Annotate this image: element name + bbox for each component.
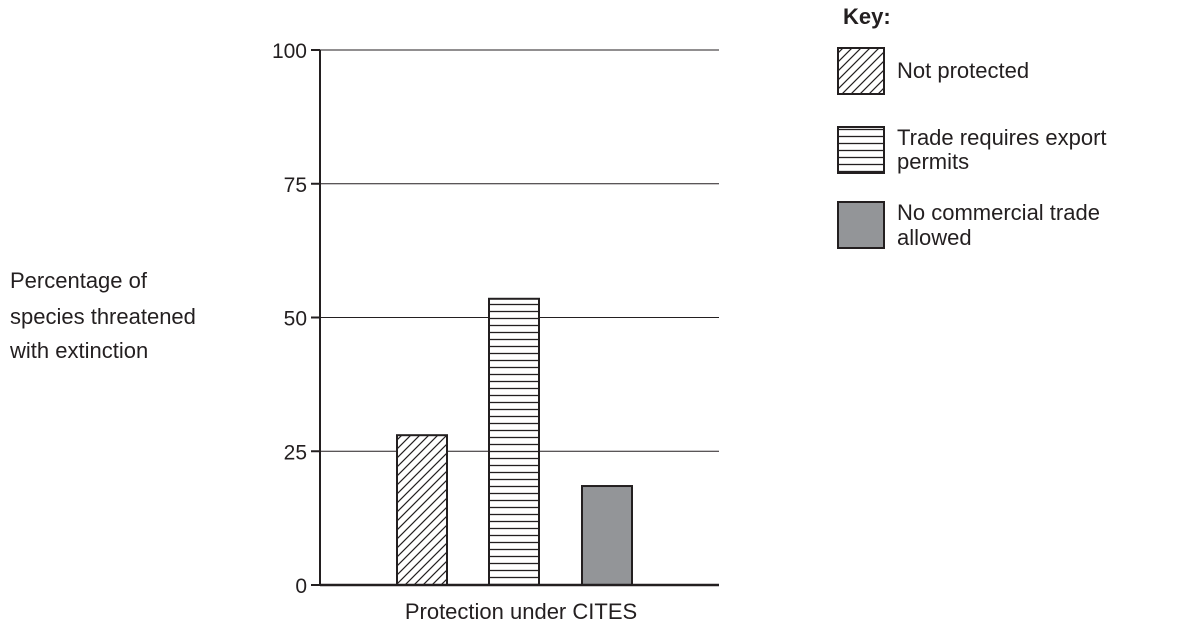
bar-export-permits: [488, 297, 540, 586]
legend: Key: Not protected Trade requires export…: [837, 4, 1107, 250]
y-axis-label-line-3: with extinction: [9, 338, 148, 363]
y-tick-label-25: 25: [284, 441, 307, 464]
y-tick-label-50: 50: [284, 308, 307, 331]
legend-swatch-export-permits: [837, 126, 885, 174]
y-tick-label-0: 0: [295, 575, 307, 598]
legend-label-export-permits-line-2: permits: [897, 149, 969, 174]
y-axis-label-line-1: Percentage of: [10, 268, 148, 293]
legend-title: Key:: [843, 4, 891, 29]
legend-swatch-no-commercial-trade: [837, 201, 885, 249]
legend-label-export-permits-line-1: Trade requires export: [897, 125, 1107, 150]
bar-no-commercial-trade: [581, 485, 633, 586]
x-axis-label: Protection under CITES: [405, 599, 637, 624]
y-axis-label-line-2: species threatened: [10, 304, 196, 329]
legend-swatch-not-protected: [837, 47, 885, 95]
y-tick-label-75: 75: [284, 174, 307, 197]
legend-label-not-protected: Not protected: [897, 58, 1029, 83]
bars: [396, 297, 633, 587]
y-tick-label-100: 100: [272, 40, 307, 63]
bar-not-protected: [396, 434, 448, 587]
y-axis-ticks: 0 25 50 75 100: [272, 40, 320, 598]
legend-label-no-commercial-trade-line-1: No commercial trade: [897, 200, 1100, 225]
legend-label-no-commercial-trade-line-2: allowed: [897, 225, 972, 250]
